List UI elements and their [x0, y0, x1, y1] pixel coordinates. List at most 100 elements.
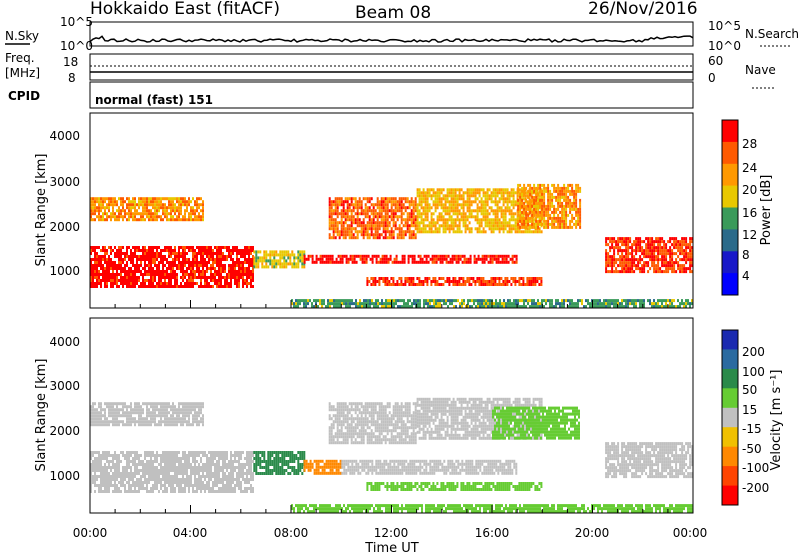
power-cell — [293, 262, 296, 266]
power-cell — [370, 224, 373, 228]
power-cell — [350, 236, 353, 240]
power-cell — [378, 236, 381, 240]
velocity-cell — [142, 484, 144, 487]
power-cell — [104, 218, 106, 222]
power-cell — [328, 197, 331, 201]
power-cell — [527, 219, 530, 223]
power-cell — [234, 261, 236, 264]
power-cbar-swatch — [722, 120, 738, 143]
power-cell — [106, 267, 108, 270]
power-cell — [400, 209, 403, 213]
power-cell — [534, 283, 537, 286]
power-cell — [442, 197, 445, 201]
power-cell — [547, 195, 550, 199]
power-cell — [525, 225, 528, 229]
power-cell — [330, 221, 333, 225]
power-cell — [186, 282, 188, 285]
power-cell — [212, 264, 214, 267]
power-cell — [482, 191, 485, 195]
velocity-cell — [124, 487, 126, 490]
velocity-cell — [166, 478, 168, 481]
power-cell — [248, 249, 250, 252]
power-cell — [511, 257, 514, 261]
power-cell — [492, 277, 495, 280]
power-cell — [621, 240, 624, 244]
power-cell — [156, 267, 158, 270]
power-cell — [681, 264, 684, 268]
power-cell — [414, 203, 417, 207]
power-cell — [667, 240, 670, 244]
power-cell — [402, 218, 405, 222]
power-cell — [549, 201, 552, 205]
power-cell — [528, 224, 531, 228]
power-cell — [673, 246, 676, 250]
power-cell — [160, 215, 162, 219]
power-cell — [152, 276, 154, 279]
velocity-cell — [182, 472, 184, 475]
power-cell — [375, 299, 377, 303]
power-cell — [396, 203, 399, 207]
velocity-cell — [106, 460, 108, 463]
velocity-cell — [140, 460, 142, 463]
power-cell — [336, 200, 339, 204]
power-cell — [364, 227, 367, 231]
power-cell — [643, 264, 646, 268]
power-cell — [641, 246, 644, 250]
power-cell — [218, 249, 220, 252]
power-cell — [517, 219, 520, 223]
power-cell — [154, 273, 156, 276]
power-cell — [539, 198, 542, 202]
velocity-cell — [94, 475, 96, 478]
power-cell — [176, 267, 178, 270]
power-cell — [677, 305, 679, 309]
power-cell — [484, 283, 487, 286]
power-cell — [321, 302, 323, 306]
power-cell — [184, 285, 186, 288]
power-cell — [100, 206, 102, 210]
power-cell — [340, 224, 343, 228]
power-cell — [424, 224, 427, 228]
power-cell — [633, 249, 636, 253]
power-cell — [422, 200, 425, 204]
power-cell — [501, 257, 504, 261]
power-cell — [285, 253, 288, 257]
power-cell — [329, 305, 331, 309]
power-cell — [468, 221, 471, 225]
power-cell — [605, 252, 608, 256]
power-cell — [180, 261, 182, 264]
power-cell — [170, 200, 172, 204]
power-cell — [178, 200, 180, 204]
power-cell — [452, 221, 455, 225]
power-cell — [212, 255, 214, 258]
power-cell — [465, 257, 468, 261]
velocity-cell — [174, 490, 176, 493]
power-cell — [506, 203, 509, 207]
power-cell — [136, 276, 138, 279]
power-cell — [358, 221, 361, 225]
power-cell — [639, 299, 641, 303]
power-cell — [521, 186, 524, 190]
power-cell — [390, 209, 393, 213]
power-cell — [452, 197, 455, 201]
power-cell — [655, 270, 658, 274]
power-cell — [230, 255, 232, 258]
velocity-cell — [120, 484, 122, 487]
power-cell — [689, 255, 692, 259]
power-cell — [541, 183, 544, 187]
power-cell — [681, 237, 684, 241]
power-cell — [436, 206, 439, 210]
power-cell — [337, 299, 339, 303]
power-cell — [168, 212, 170, 216]
power-cell — [332, 212, 335, 216]
power-cell — [102, 206, 104, 210]
power-cell — [110, 249, 112, 252]
power-cell — [413, 257, 416, 261]
power-cell — [527, 302, 529, 306]
power-cell — [595, 302, 597, 306]
velocity-cell — [104, 481, 106, 484]
power-cell — [330, 203, 333, 207]
power-cell — [541, 222, 544, 226]
power-cell — [426, 203, 429, 207]
power-cell — [329, 299, 331, 303]
